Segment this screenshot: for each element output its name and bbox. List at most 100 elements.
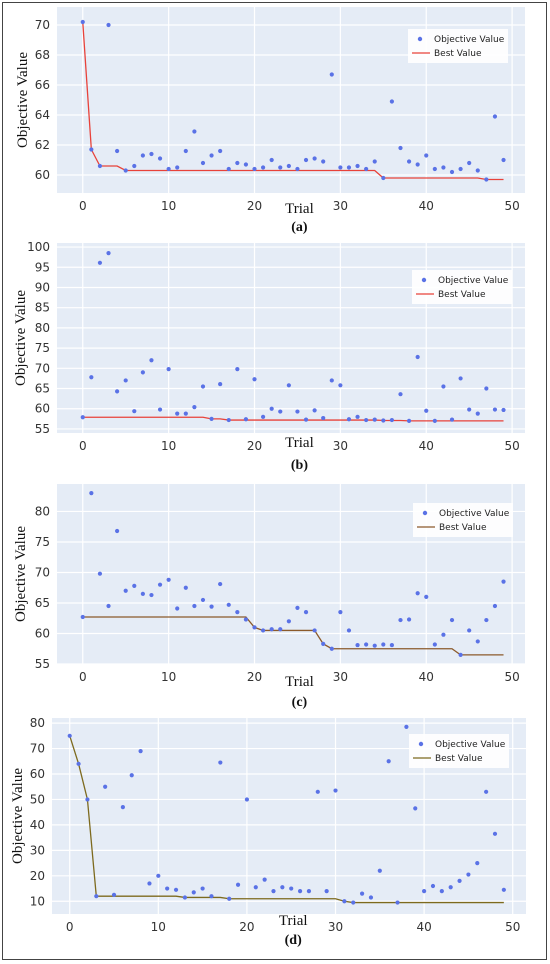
objective-point bbox=[439, 888, 444, 894]
objective-point bbox=[475, 860, 480, 866]
objective-point bbox=[364, 642, 369, 647]
objective-point bbox=[243, 417, 249, 422]
objective-point bbox=[321, 159, 326, 164]
objective-point bbox=[389, 417, 394, 423]
objective-point bbox=[324, 888, 329, 894]
y-tick-label: 90 bbox=[35, 280, 50, 294]
objective-point bbox=[312, 408, 317, 413]
objective-point bbox=[278, 409, 283, 414]
objective-point bbox=[338, 610, 343, 615]
objective-point bbox=[115, 148, 120, 154]
objective-point bbox=[398, 145, 403, 151]
objective-point bbox=[192, 405, 197, 410]
objective-point bbox=[289, 886, 294, 891]
objective-point bbox=[492, 603, 498, 609]
objective-point bbox=[253, 885, 258, 890]
legend-label-objective: Objective Value bbox=[434, 35, 505, 45]
objective-point bbox=[132, 583, 137, 588]
panel-caption: (d) bbox=[285, 933, 302, 948]
objective-point bbox=[286, 163, 291, 169]
objective-point bbox=[106, 251, 111, 256]
objective-point bbox=[106, 603, 111, 609]
y-tick-label: 60 bbox=[35, 626, 50, 640]
legend-marker-objective bbox=[421, 277, 427, 283]
objective-point bbox=[149, 151, 154, 157]
x-tick-label: 20 bbox=[247, 439, 262, 453]
objective-point bbox=[209, 894, 214, 899]
objective-point bbox=[156, 873, 161, 878]
objective-point bbox=[501, 407, 506, 413]
y-tick-label: 60 bbox=[30, 767, 45, 781]
objective-point bbox=[67, 733, 72, 738]
objective-point bbox=[89, 491, 94, 496]
y-tick-label: 65 bbox=[35, 382, 50, 396]
y-tick-label: 70 bbox=[35, 565, 50, 579]
objective-point bbox=[458, 376, 463, 381]
objective-point bbox=[295, 409, 300, 414]
y-tick-label: 80 bbox=[30, 716, 45, 730]
objective-point bbox=[329, 646, 334, 651]
legend-label-best: Best Value bbox=[438, 290, 486, 300]
objective-point bbox=[395, 900, 400, 905]
x-tick-label: 30 bbox=[333, 670, 348, 684]
x-tick-label: 30 bbox=[333, 439, 348, 453]
objective-point bbox=[346, 628, 352, 633]
objective-point bbox=[226, 417, 231, 423]
objective-point bbox=[209, 604, 214, 609]
objective-point bbox=[430, 883, 436, 889]
objective-point bbox=[191, 890, 196, 895]
y-tick-label: 70 bbox=[35, 18, 50, 32]
legend: Objective Value Best Value bbox=[409, 734, 509, 768]
objective-point bbox=[140, 370, 145, 375]
objective-point bbox=[355, 642, 360, 648]
legend: Objective Value Best Value bbox=[412, 270, 512, 304]
x-axis-label: Trial bbox=[285, 674, 314, 690]
objective-point bbox=[278, 165, 283, 170]
objective-point bbox=[252, 377, 257, 382]
x-tick-label: 40 bbox=[419, 439, 434, 453]
objective-point bbox=[467, 160, 472, 166]
objective-point bbox=[329, 72, 334, 77]
x-tick-label: 40 bbox=[419, 199, 434, 213]
objective-point bbox=[501, 579, 506, 584]
objective-point bbox=[364, 417, 369, 423]
x-tick-label: 30 bbox=[333, 199, 348, 213]
objective-point bbox=[501, 887, 506, 892]
y-tick-label: 80 bbox=[35, 321, 50, 335]
objective-point bbox=[406, 159, 412, 164]
objective-point bbox=[235, 160, 240, 166]
y-tick-label: 30 bbox=[30, 843, 45, 857]
objective-point bbox=[424, 153, 429, 158]
best-value-line bbox=[69, 735, 504, 904]
objective-point bbox=[415, 591, 420, 596]
chart-panel-1: 0 10 20 30 40 50 60 62 64 66 68 70 Trial Objective Va… bbox=[15, 7, 525, 235]
objective-point bbox=[398, 617, 403, 623]
y-tick-label: 50 bbox=[30, 792, 45, 806]
objective-point bbox=[372, 417, 377, 422]
objective-point bbox=[286, 619, 291, 624]
objective-point bbox=[235, 882, 241, 887]
objective-point bbox=[226, 602, 231, 607]
objective-point bbox=[475, 168, 480, 173]
objective-point bbox=[398, 392, 403, 397]
y-tick-label: 10 bbox=[30, 894, 45, 908]
legend-marker-objective bbox=[417, 36, 423, 42]
y-axis-label: Objective Value bbox=[13, 526, 29, 622]
legend-box bbox=[408, 29, 508, 63]
objective-point bbox=[244, 797, 250, 802]
objective-point bbox=[89, 147, 94, 152]
objective-point bbox=[424, 594, 429, 599]
objective-point bbox=[85, 797, 90, 802]
objective-point bbox=[466, 872, 471, 877]
objective-point bbox=[200, 886, 205, 891]
y-tick-label: 55 bbox=[35, 422, 50, 436]
objective-point bbox=[200, 160, 206, 166]
objective-point bbox=[269, 406, 274, 411]
legend-label-best: Best Value bbox=[439, 523, 487, 533]
objective-point bbox=[346, 417, 352, 422]
objective-point bbox=[235, 367, 240, 372]
objective-point bbox=[432, 418, 437, 423]
objective-point bbox=[381, 642, 386, 647]
y-tick-label: 85 bbox=[35, 301, 50, 315]
